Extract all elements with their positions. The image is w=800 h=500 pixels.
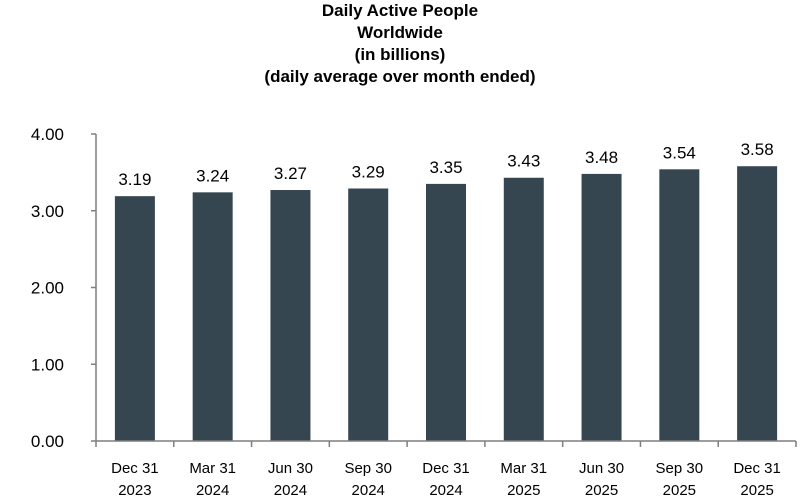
data-label: 3.27 [274, 164, 307, 183]
x-category-label-line-2: 2025 [585, 482, 618, 499]
data-label: 3.19 [118, 170, 151, 189]
data-label: 3.35 [429, 158, 462, 177]
x-category-label-line-1: Jun 30 [268, 460, 313, 477]
x-category-label-line-2: 2025 [740, 482, 773, 499]
chart-title-line-4: (daily average over month ended) [264, 67, 536, 86]
y-tick-label: 3.00 [31, 202, 64, 221]
x-category-label-line-2: 2024 [196, 482, 229, 499]
chart-title: Daily Active People Worldwide (in billio… [0, 0, 800, 88]
chart-title-line-1: Daily Active People [321, 1, 479, 20]
chart-title-line-2: Worldwide [357, 23, 443, 42]
y-tick-label: 0.00 [31, 432, 64, 451]
bar [659, 169, 700, 441]
x-category-label-line-1: Dec 31 [422, 460, 470, 477]
y-tick-label: 2.00 [31, 279, 64, 298]
y-tick-label: 1.00 [31, 355, 64, 374]
bar [192, 192, 233, 441]
x-category-label-line-2: 2025 [507, 482, 540, 499]
y-tick-label: 4.00 [31, 125, 64, 144]
x-category-label-line-1: Mar 31 [189, 460, 236, 477]
x-category-label-line-2: 2024 [274, 482, 307, 499]
bar [503, 177, 544, 441]
x-category-label-line-1: Dec 31 [733, 460, 781, 477]
x-category-label-line-2: 2024 [352, 482, 385, 499]
chart-title-line-3: (in billions) [354, 45, 446, 64]
x-category-label-line-1: Mar 31 [500, 460, 547, 477]
bar [426, 183, 466, 441]
x-category-label-line-1: Sep 30 [656, 460, 704, 477]
data-label: 3.43 [507, 152, 540, 171]
bar [114, 196, 155, 441]
x-category-label-line-1: Sep 30 [344, 460, 392, 477]
data-label: 3.48 [585, 148, 618, 167]
bar [737, 166, 778, 442]
x-category-label-line-2: 2025 [663, 482, 696, 499]
bar [581, 173, 622, 441]
data-label: 3.58 [741, 140, 774, 159]
data-label: 3.24 [196, 166, 229, 185]
data-label: 3.54 [663, 143, 696, 162]
bar [270, 190, 311, 441]
x-category-label-line-1: Dec 31 [111, 460, 159, 477]
x-category-label-line-2: 2023 [118, 482, 151, 499]
x-category-label-line-1: Jun 30 [579, 460, 624, 477]
x-category-label-line-2: 2024 [429, 482, 462, 499]
data-label: 3.29 [352, 162, 385, 181]
bar [348, 188, 389, 441]
